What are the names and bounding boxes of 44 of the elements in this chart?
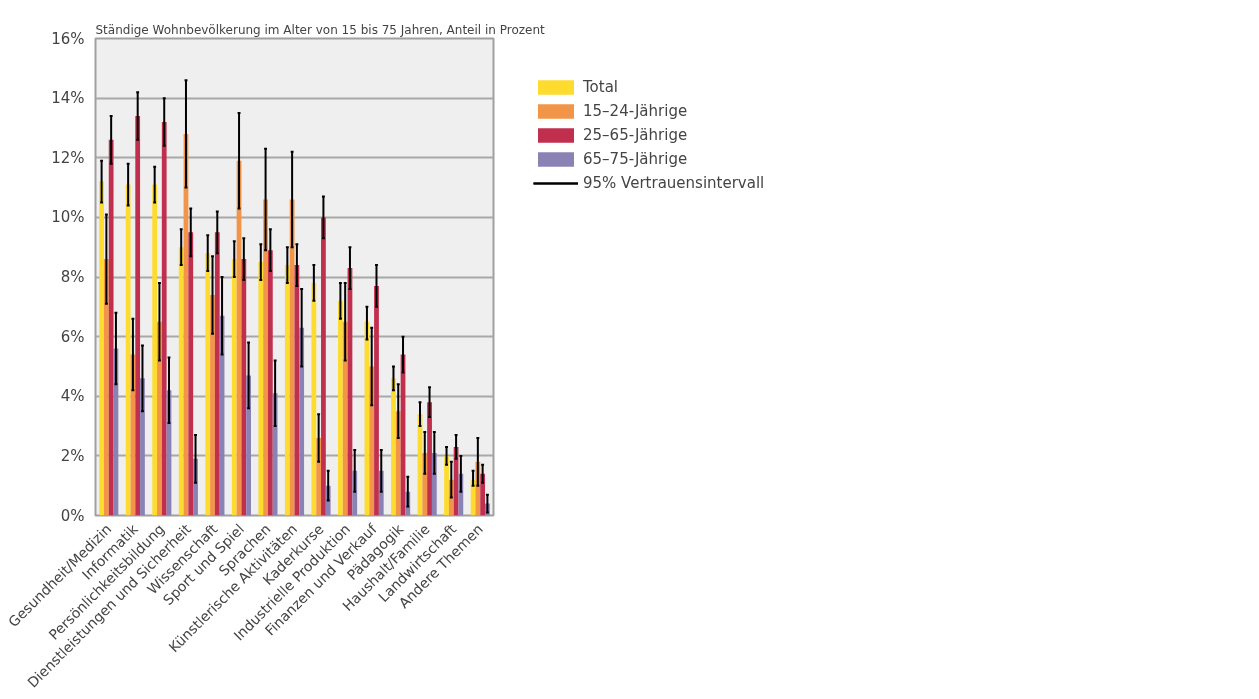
bar	[99, 181, 104, 516]
y-tick-label: 16%	[51, 29, 85, 48]
bar	[258, 262, 264, 516]
bar	[205, 253, 211, 516]
bar	[231, 259, 237, 516]
bar	[427, 402, 432, 516]
y-tick-label: 0%	[60, 506, 85, 525]
bar	[210, 294, 215, 516]
bar	[157, 321, 162, 516]
bar	[391, 378, 396, 516]
text: 95% Vertrauensintervall	[583, 174, 765, 192]
bar	[342, 321, 348, 516]
y-tick-label: 12%	[51, 148, 85, 167]
y-tick-label: 4%	[60, 387, 85, 406]
bar	[241, 259, 247, 516]
legend-label: 65–75-Jährige	[583, 150, 688, 168]
chart-title: Ständige Wohnbevölkerung im Alter von 15 bis 75 Jahren, Anteil in Prozent	[95, 22, 546, 37]
bar	[311, 282, 317, 516]
bar	[444, 455, 449, 516]
bar	[321, 217, 326, 516]
y-tick-label: 10%	[51, 208, 85, 227]
bar	[178, 247, 184, 516]
bar	[188, 232, 194, 516]
bar	[374, 285, 379, 516]
bar	[284, 265, 290, 516]
bar	[161, 121, 167, 516]
legend-label: 25–65-Jährige	[583, 126, 688, 144]
y-tick-label: 8%	[60, 268, 85, 286]
bar	[267, 250, 273, 516]
bar	[135, 116, 141, 516]
bar	[103, 259, 109, 516]
bar	[289, 199, 295, 516]
legend-label: Total	[583, 78, 619, 96]
y-tick-label: 14%	[51, 89, 85, 108]
bar	[108, 139, 114, 516]
bar	[125, 184, 131, 516]
bar	[214, 232, 220, 516]
legend-label: 15–24-Jährige	[583, 102, 688, 120]
bar	[263, 199, 268, 516]
bar	[152, 184, 158, 516]
y-tick-label: 6%	[60, 327, 85, 346]
bar	[299, 327, 305, 516]
y-tick-label: 2%	[60, 446, 85, 465]
bar	[338, 300, 343, 516]
